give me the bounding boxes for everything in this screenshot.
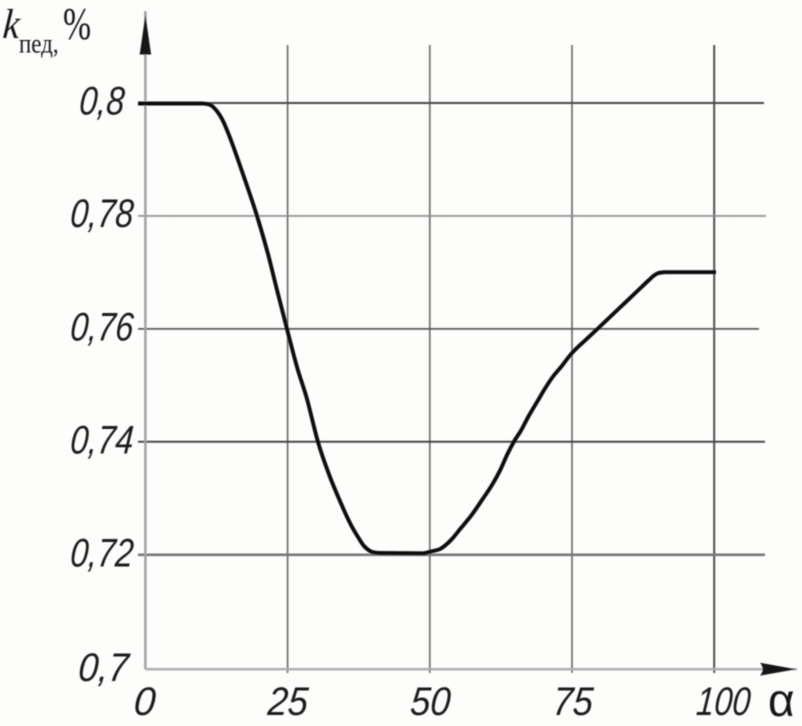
svg-text:25: 25 [265,680,310,724]
svg-text:0,7: 0,7 [77,646,132,690]
svg-text:100: 100 [695,679,753,724]
svg-text:0,76: 0,76 [69,304,136,349]
svg-text:75: 75 [551,680,595,724]
svg-text:k: k [1,0,23,47]
svg-text:α: α [768,674,795,726]
svg-text:0,74: 0,74 [69,417,136,462]
svg-text:0,72: 0,72 [69,530,136,575]
svg-text:0,78: 0,78 [69,191,136,236]
svg-text:50: 50 [409,680,453,724]
svg-text:0: 0 [132,680,157,725]
svg-text:пед,: пед, [19,30,59,59]
svg-text:%: % [63,0,91,49]
svg-text:0,8: 0,8 [78,78,127,123]
